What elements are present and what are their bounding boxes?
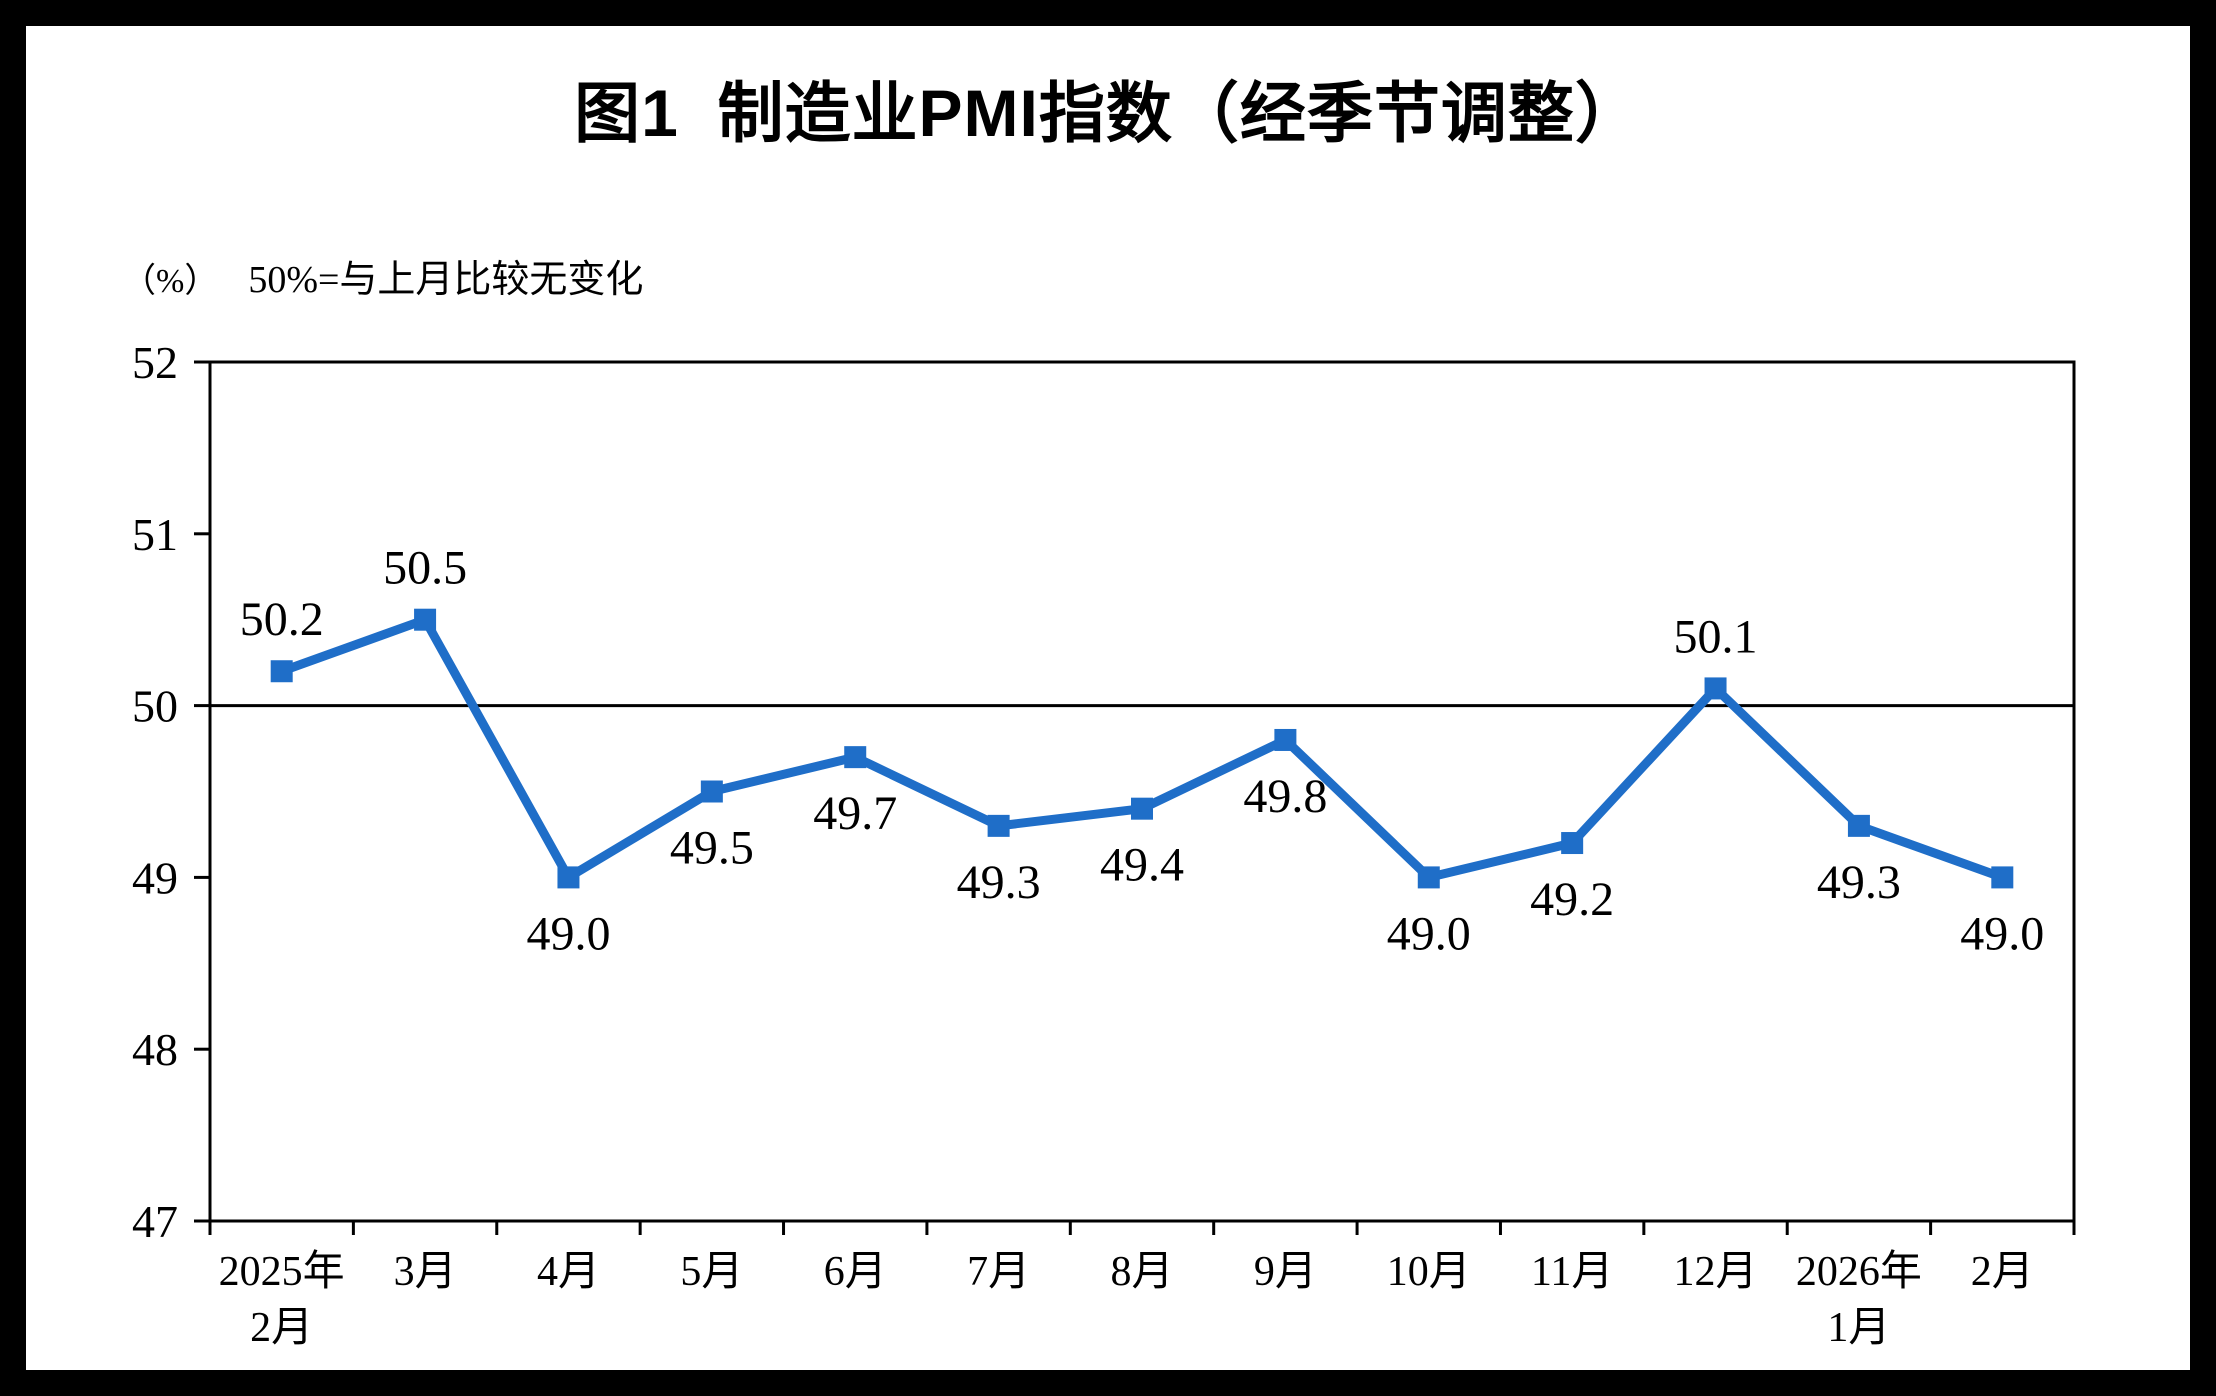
data-point-label: 49.7 <box>813 787 897 840</box>
x-axis-label: 5月 <box>680 1249 743 1295</box>
data-point-marker <box>270 660 293 683</box>
x-axis-label: 2月 <box>250 1305 313 1351</box>
y-axis-label: 49 <box>132 852 178 903</box>
x-axis-label: 8月 <box>1110 1249 1173 1295</box>
data-point-label: 49.5 <box>670 822 754 875</box>
data-point-marker <box>1131 797 1153 820</box>
data-point-label: 50.2 <box>240 593 324 646</box>
data-point-label: 49.2 <box>1530 873 1614 926</box>
data-point-label: 49.4 <box>1100 839 1184 892</box>
data-point-marker <box>844 746 867 769</box>
x-axis-label: 9月 <box>1254 1249 1317 1295</box>
x-axis-label: 2月 <box>1971 1249 2034 1295</box>
pmi-line-chart: 47 48 49 50 51 52 50.2 50.5 49.0 49.5 49.7 49.3 49.4… <box>132 337 2076 1351</box>
data-point-label: 50.5 <box>383 542 467 595</box>
y-axis-unit-label: （%） <box>122 263 219 300</box>
y-axis-label: 52 <box>132 337 178 388</box>
data-point-marker <box>557 866 580 889</box>
chart-subtitle-row: （%） 50%=与上月比较无变化 <box>122 248 643 303</box>
data-point-label: 49.3 <box>1817 856 1901 909</box>
data-point-marker <box>700 780 723 803</box>
x-axis-label: 2026年 <box>1796 1248 1922 1295</box>
x-axis-label: 3月 <box>394 1249 457 1295</box>
data-point-marker <box>414 608 437 631</box>
x-axis-label: 6月 <box>824 1249 887 1295</box>
y-axis-label: 48 <box>132 1024 178 1075</box>
data-point-label: 49.3 <box>957 856 1041 909</box>
y-axis-label: 50 <box>132 681 178 732</box>
plot-border <box>208 360 2076 1223</box>
data-point-label: 49.0 <box>526 907 610 960</box>
x-axis-label: 1月 <box>1827 1305 1890 1351</box>
data-point-label: 49.8 <box>1243 770 1327 823</box>
x-axis-label: 11月 <box>1531 1249 1613 1295</box>
y-axis-label: 51 <box>132 509 178 560</box>
data-point-marker <box>1417 866 1440 889</box>
y-axis-label: 47 <box>132 1196 178 1247</box>
data-point-label: 50.1 <box>1674 610 1758 663</box>
x-axis-label: 12月 <box>1674 1249 1758 1295</box>
chart-title: 图1 制造业PMI指数（经季节调整） <box>574 76 1642 150</box>
data-point-marker <box>1274 728 1297 751</box>
data-point-label: 49.0 <box>1960 907 2044 960</box>
data-point-marker <box>1991 866 2014 889</box>
x-axis-label: 7月 <box>967 1249 1030 1295</box>
x-axis-label: 2025年 <box>219 1248 345 1295</box>
data-point-label: 49.0 <box>1387 907 1471 960</box>
data-point-marker <box>1847 814 1870 837</box>
data-point-marker <box>1561 832 1584 855</box>
x-axis-label: 10月 <box>1387 1249 1471 1295</box>
reference-note: 50%=与上月比较无变化 <box>248 259 644 301</box>
data-point-marker <box>987 814 1010 837</box>
x-axis-label: 4月 <box>537 1249 600 1295</box>
data-point-marker <box>1704 677 1727 700</box>
